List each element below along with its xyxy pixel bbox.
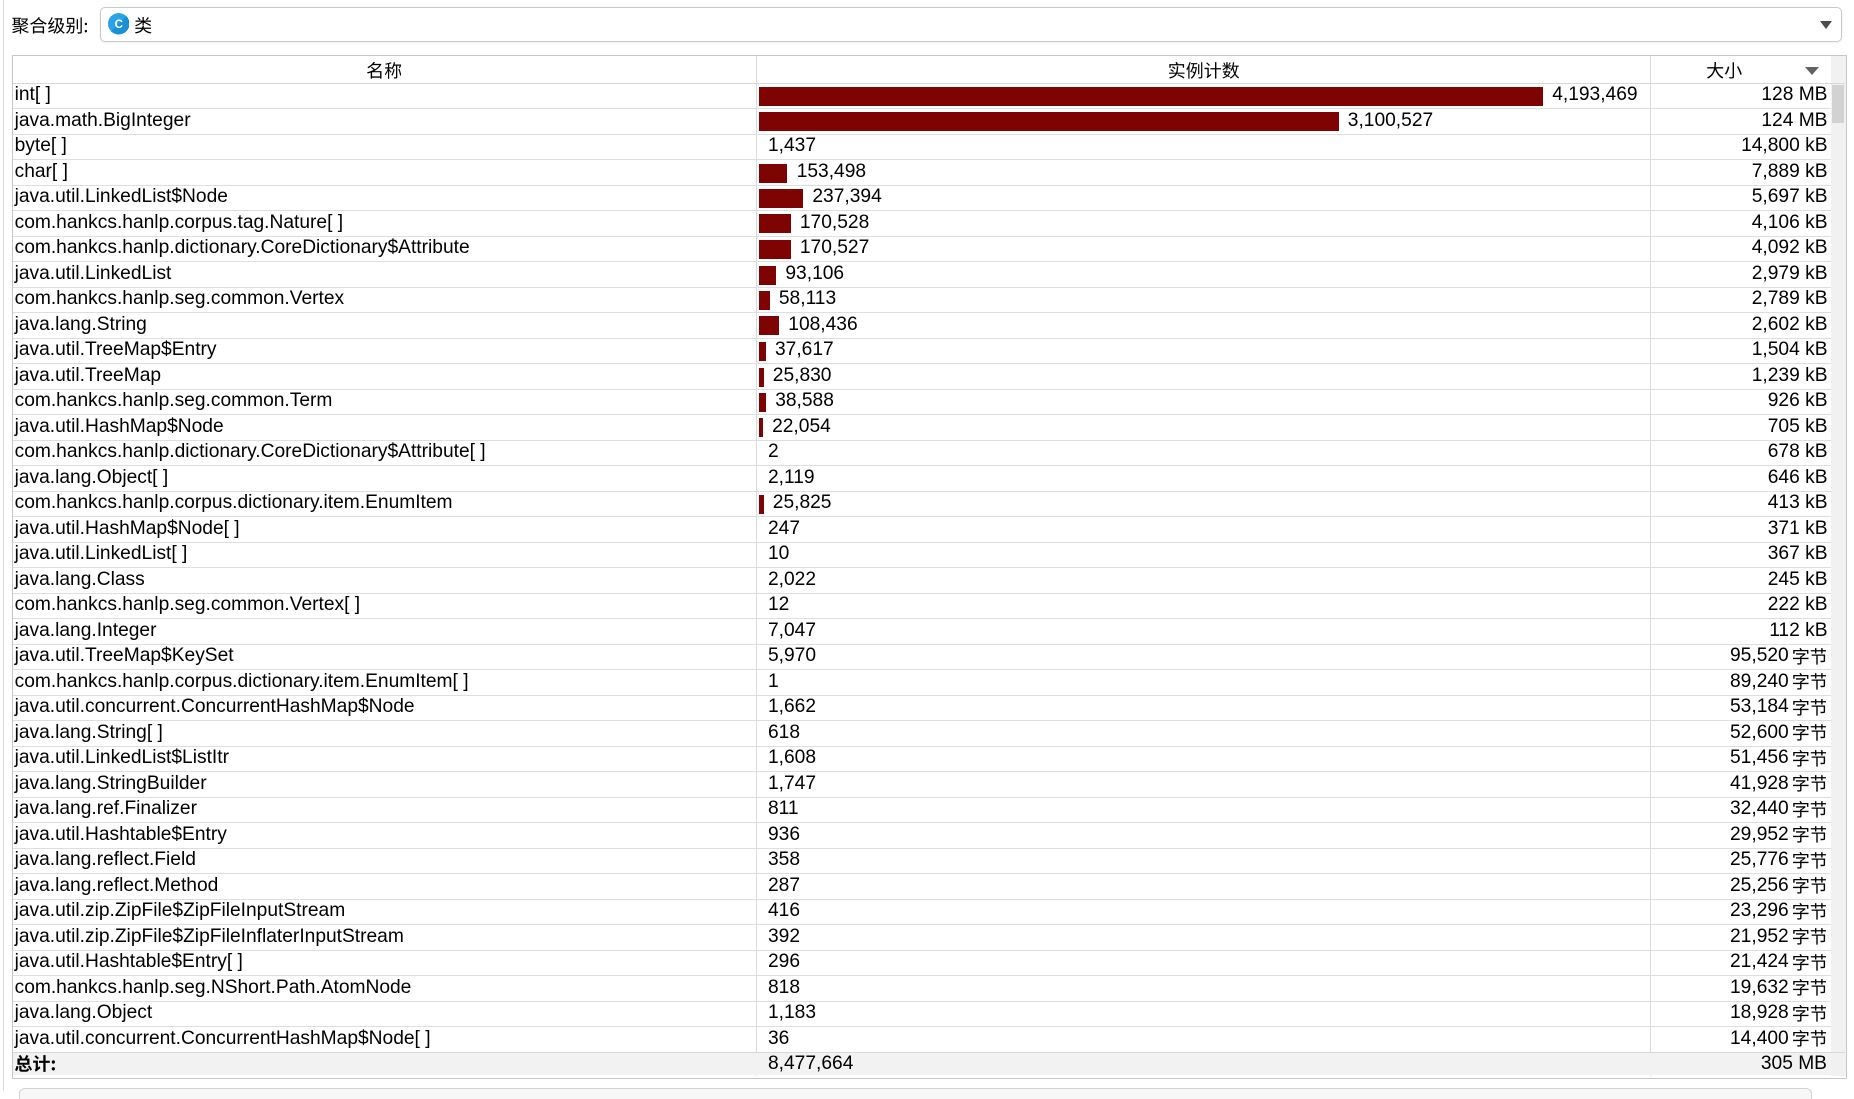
svg-text:C: C [114,18,123,31]
